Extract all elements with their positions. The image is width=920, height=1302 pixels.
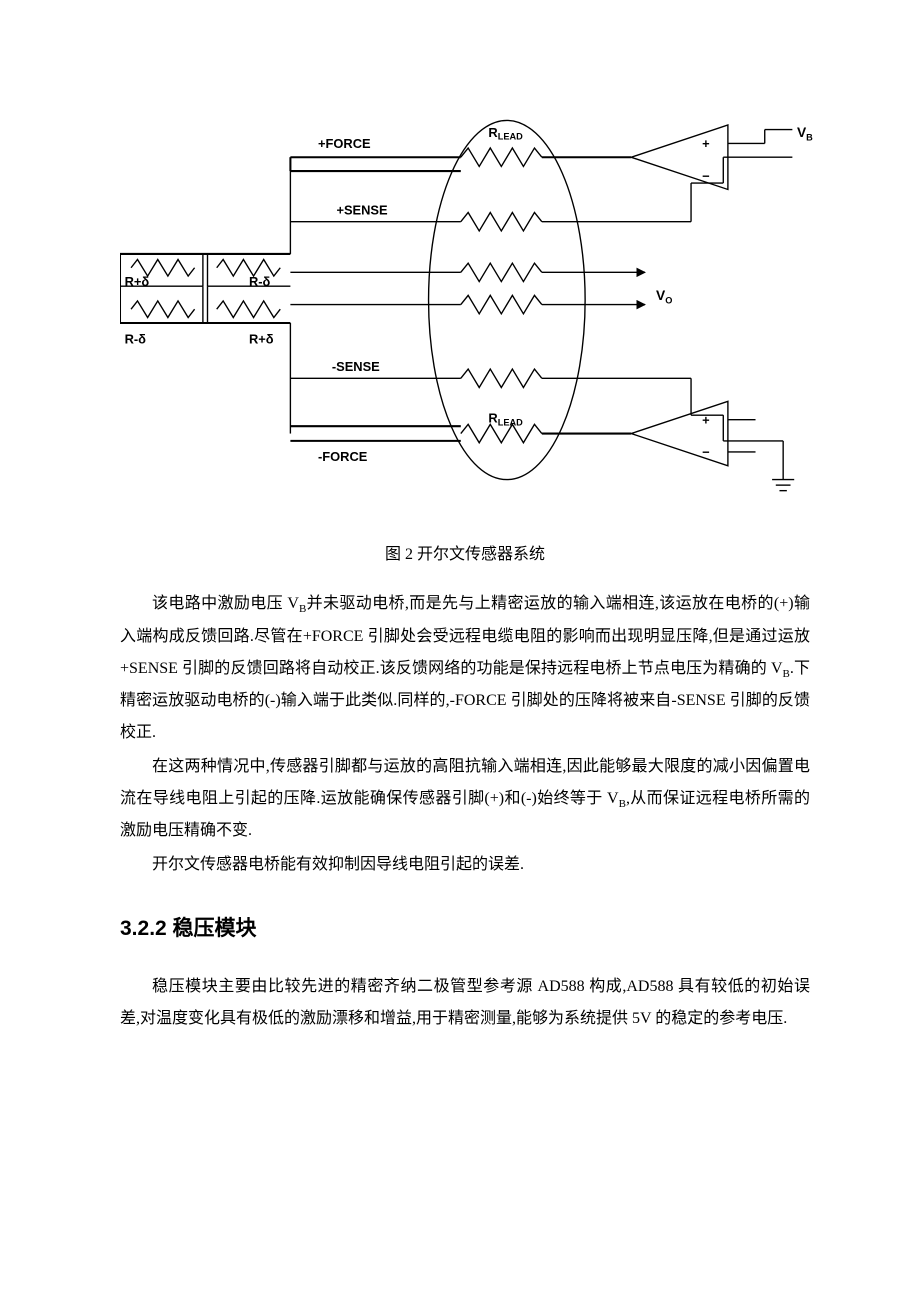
- bottom-opamp-plus: +: [702, 412, 710, 427]
- bottom-opamp: [631, 401, 755, 465]
- minus-sense-label: -SENSE: [332, 359, 380, 374]
- lead-resistors: [461, 148, 542, 443]
- vo-label: VO: [656, 287, 672, 306]
- bottom-opamp-minus: −: [702, 445, 710, 460]
- paragraph-1: 该电路中激励电压 VB并未驱动电桥,而是先与上精密运放的输入端相连,该运放在电桥…: [120, 588, 810, 748]
- minus-sense-wires: [290, 378, 783, 479]
- rlead-top-label: RLEAD: [488, 125, 523, 142]
- kelvin-bridge-svg: RLEAD RLEAD +FORCE +SENSE: [120, 100, 820, 500]
- bridge-r2-label: R-δ: [249, 274, 271, 289]
- paragraph-4: 稳压模块主要由比较先进的精密齐纳二极管型参考源 AD588 构成,AD588 具…: [120, 971, 810, 1035]
- bridge-inner: [120, 254, 645, 323]
- vb-label: VB: [797, 124, 813, 143]
- rlead-bottom-label: RLEAD: [488, 411, 523, 428]
- paragraph-3: 开尔文传感器电桥能有效抑制因导线电阻引起的误差.: [120, 849, 810, 881]
- plus-force-label: +FORCE: [318, 136, 371, 151]
- circuit-diagram: RLEAD RLEAD +FORCE +SENSE: [120, 100, 820, 500]
- top-opamp-plus: +: [702, 136, 710, 151]
- section-heading-3-2-2: 3.2.2 稳压模块: [120, 909, 810, 949]
- figure-caption: 图 2 开尔文传感器系统: [120, 540, 810, 570]
- bridge-block: [120, 157, 290, 433]
- bridge-r1-label: R+δ: [125, 274, 150, 289]
- plus-sense-label: +SENSE: [336, 202, 388, 217]
- paragraph-2: 在这两种情况中,传感器引脚都与运放的高阻抗输入端相连,因此能够最大限度的减小因偏…: [120, 751, 810, 847]
- bridge-r3-label: R-δ: [125, 331, 147, 346]
- plus-force-wires: [290, 157, 631, 171]
- minus-force-label: -FORCE: [318, 449, 368, 464]
- top-opamp-minus: −: [702, 168, 710, 183]
- ground-symbol: [772, 480, 794, 491]
- bridge-r4-label: R+δ: [249, 331, 274, 346]
